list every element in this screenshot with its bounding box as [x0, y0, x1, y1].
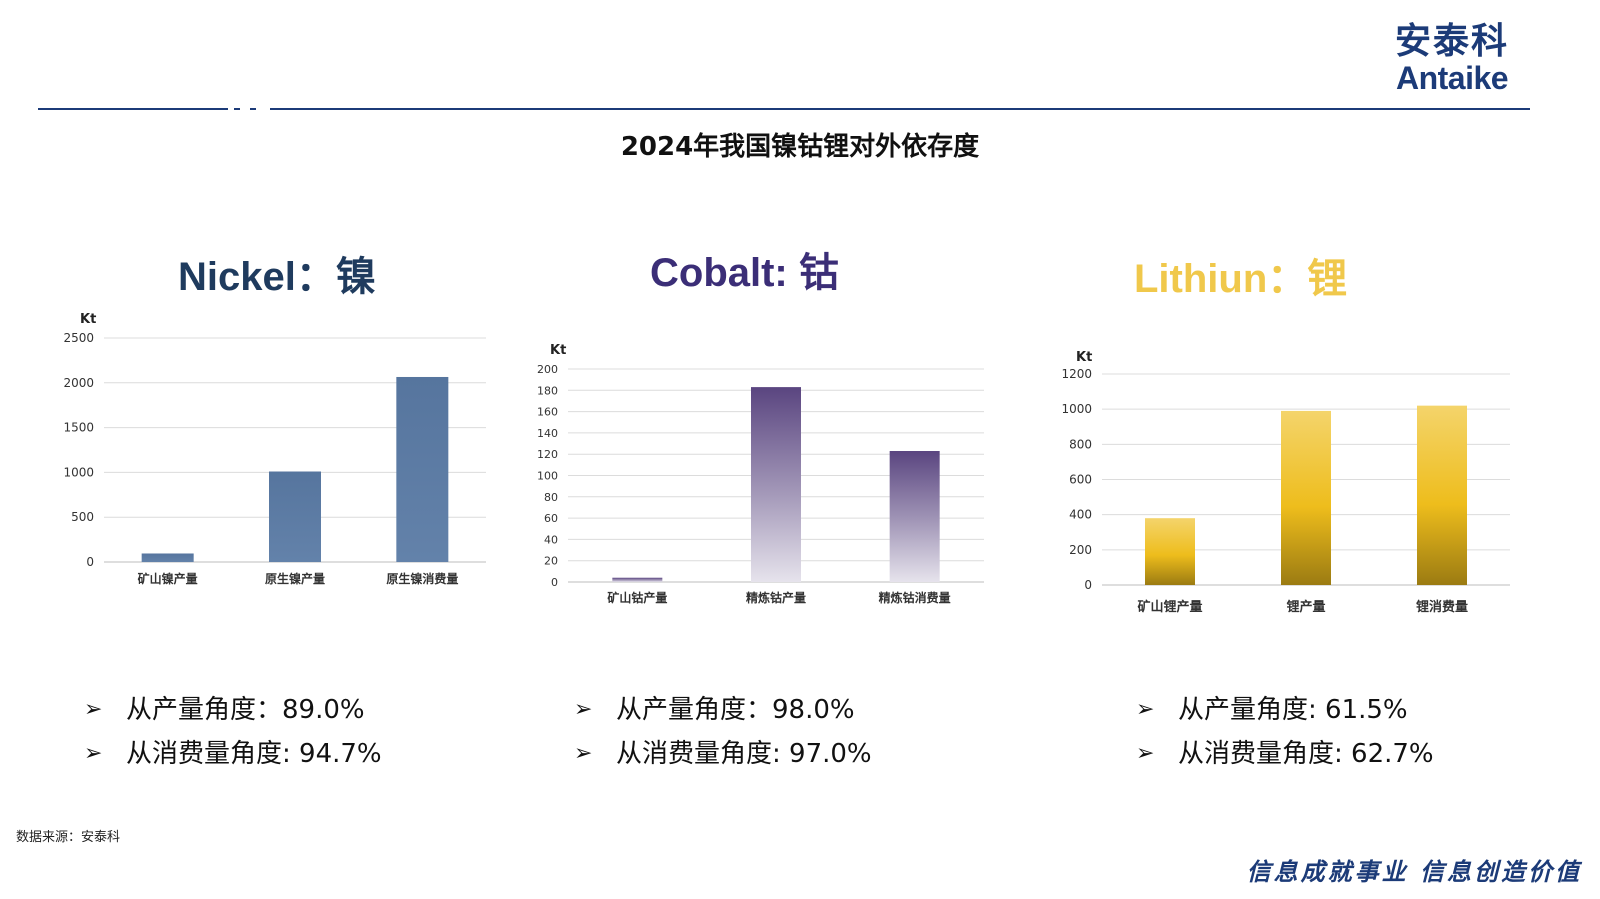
nickel-bar-chart: Kt 0 500 1000 1500 2000 2500 矿山镍产量 原生镍产量 原生镍消费量	[63, 312, 486, 586]
consumption-dependency-text: 从消费量角度: 97.0%	[616, 739, 872, 769]
y-tick-label: 1000	[63, 465, 94, 479]
list-item: ➢ 从产量角度: 61.5%	[1136, 688, 1434, 732]
list-item: ➢ 从产量角度：89.0%	[84, 688, 382, 732]
header-rule-right	[270, 108, 1530, 110]
x-category-label: 矿山镍产量	[138, 571, 198, 586]
bar	[889, 451, 940, 582]
y-tick-label: 2000	[63, 376, 94, 390]
y-axis-unit-label: Kt	[1076, 350, 1092, 365]
nickel-panel-title: Nickel：镍	[178, 255, 376, 299]
y-axis-unit-label: Kt	[550, 343, 566, 358]
y-tick-label: 500	[71, 510, 94, 524]
y-tick-label: 160	[537, 406, 558, 419]
data-source-note: 数据来源：安泰科	[16, 830, 121, 845]
bar	[612, 577, 663, 582]
y-tick-label: 0	[1084, 578, 1092, 592]
y-tick-label: 100	[537, 470, 558, 483]
y-tick-label: 200	[537, 363, 558, 376]
y-tick-label: 2500	[63, 331, 94, 345]
y-tick-label: 20	[544, 555, 558, 568]
y-tick-label: 800	[1069, 437, 1092, 451]
bar	[269, 471, 321, 562]
arrow-bullet-icon: ➢	[1136, 741, 1155, 766]
page-title: 2024年我国镍钴锂对外依存度	[620, 132, 980, 162]
footer-slogan: 信息成就事业 信息创造价值	[1246, 857, 1582, 886]
production-dependency-text: 从产量角度：98.0%	[616, 695, 855, 725]
list-item: ➢ 从消费量角度: 97.0%	[574, 732, 872, 776]
bar	[396, 376, 449, 562]
bar	[751, 387, 801, 582]
production-dependency-text: 从产量角度: 61.5%	[1178, 695, 1408, 725]
y-tick-label: 400	[1069, 508, 1092, 522]
antaike-logo: 安泰科 Antaike	[1392, 21, 1512, 96]
y-tick-label: 0	[86, 555, 94, 569]
y-tick-label: 80	[544, 491, 558, 504]
consumption-dependency-text: 从消费量角度: 94.7%	[126, 739, 382, 769]
x-category-label: 原生镍消费量	[386, 571, 458, 586]
production-dependency-text: 从产量角度：89.0%	[126, 695, 365, 725]
x-category-label: 精炼钴产量	[746, 590, 806, 605]
bar	[1145, 518, 1195, 585]
arrow-bullet-icon: ➢	[84, 697, 103, 722]
header-rule-dash-1	[234, 108, 240, 110]
y-tick-label: 1200	[1061, 367, 1092, 381]
y-tick-label: 140	[537, 427, 558, 440]
lithium-dependency-list: ➢ 从产量角度: 61.5% ➢ 从消费量角度: 62.7%	[1136, 688, 1434, 776]
lithium-bar-chart: Kt 0 200 400 600 800 1000 1200 矿山锂产量 锂产量 锂消费量	[1061, 350, 1510, 615]
list-item: ➢ 从消费量角度: 62.7%	[1136, 732, 1434, 776]
nickel-dependency-list: ➢ 从产量角度：89.0% ➢ 从消费量角度: 94.7%	[84, 688, 382, 776]
list-item: ➢ 从产量角度：98.0%	[574, 688, 872, 732]
cobalt-dependency-list: ➢ 从产量角度：98.0% ➢ 从消费量角度: 97.0%	[574, 688, 872, 776]
consumption-dependency-text: 从消费量角度: 62.7%	[1178, 739, 1434, 769]
x-category-label: 锂消费量	[1416, 599, 1468, 615]
lithium-panel-title: Lithiun：锂	[1134, 257, 1348, 301]
y-tick-label: 1500	[63, 421, 94, 435]
arrow-bullet-icon: ➢	[1136, 697, 1155, 722]
y-tick-label: 120	[537, 448, 558, 461]
x-category-label: 矿山钴产量	[607, 590, 667, 605]
y-tick-label: 60	[544, 512, 558, 525]
arrow-bullet-icon: ➢	[574, 741, 593, 766]
bar	[1417, 405, 1467, 585]
bar	[141, 553, 194, 562]
y-tick-label: 200	[1069, 543, 1092, 557]
x-category-label: 原生镍产量	[265, 571, 325, 586]
logo-chinese-text: 安泰科	[1394, 21, 1509, 62]
header-rule-left	[38, 108, 228, 110]
arrow-bullet-icon: ➢	[84, 741, 103, 766]
y-tick-label: 40	[544, 533, 558, 546]
y-tick-label: 1000	[1061, 402, 1092, 416]
list-item: ➢ 从消费量角度: 94.7%	[84, 732, 382, 776]
x-category-label: 精炼钴消费量	[879, 590, 951, 605]
y-axis-unit-label: Kt	[80, 312, 96, 327]
cobalt-panel-title: Cobalt: 钴	[650, 251, 839, 295]
header-rule-dash-2	[250, 108, 256, 110]
y-tick-label: 180	[537, 384, 558, 397]
x-category-label: 锂产量	[1286, 599, 1325, 615]
arrow-bullet-icon: ➢	[574, 697, 593, 722]
cobalt-bar-chart: Kt 0 20 40 60 80 100 120 140 160 180 200 矿山钴产量 精炼钴产量 精…	[537, 343, 984, 605]
y-tick-label: 0	[551, 576, 558, 589]
bar	[1281, 410, 1331, 585]
y-tick-label: 600	[1069, 473, 1092, 487]
logo-english-text: Antaike	[1395, 60, 1509, 96]
x-category-label: 矿山锂产量	[1137, 599, 1202, 615]
